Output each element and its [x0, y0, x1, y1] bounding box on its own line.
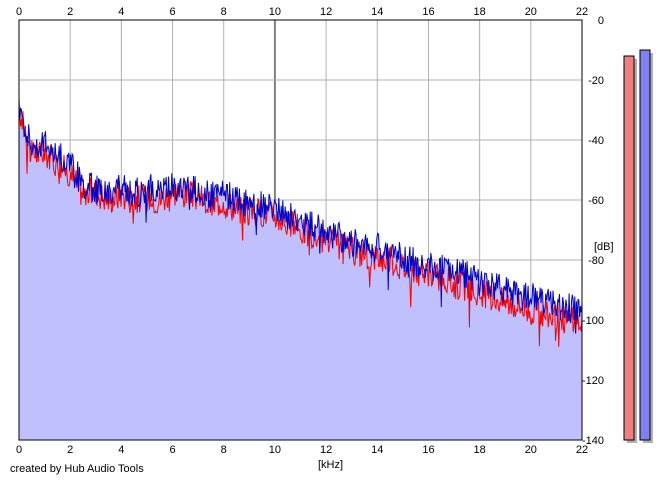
x-top-tick-label: 22: [576, 6, 588, 18]
x-top-tick-label: 4: [118, 6, 124, 18]
y-tick-label: -120: [582, 375, 604, 387]
x-bottom-tick-label: 22: [576, 444, 588, 456]
x-top-tick-label: 18: [474, 6, 486, 18]
x-bottom-tick-label: 6: [169, 444, 175, 456]
x-top-tick-label: 16: [422, 6, 434, 18]
y-tick-label: -60: [588, 195, 604, 207]
y-tick-label: -80: [588, 255, 604, 267]
spectrum-area: [19, 97, 582, 441]
y-axis-unit: [dB]: [594, 241, 614, 253]
y-tick-label: -40: [588, 135, 604, 147]
x-axis-unit: [kHz]: [318, 459, 343, 471]
x-top-tick-label: 12: [320, 6, 332, 18]
x-top-tick-label: 0: [16, 6, 22, 18]
x-bottom-tick-label: 2: [67, 444, 73, 456]
y-tick-label: -20: [588, 75, 604, 87]
x-top-tick-label: 8: [221, 6, 227, 18]
spectrum-fill: [19, 97, 582, 441]
bottom-axis-ticks: 0 2 4 6 8 10 12 14 16 18 20 22: [16, 444, 588, 456]
x-bottom-tick-label: 12: [320, 444, 332, 456]
x-bottom-tick-label: 10: [269, 444, 281, 456]
x-top-tick-label: 10: [269, 6, 281, 18]
x-bottom-tick-label: 16: [422, 444, 434, 456]
y-tick-label: -140: [582, 435, 604, 447]
x-top-tick-label: 6: [169, 6, 175, 18]
x-bottom-tick-label: 14: [371, 444, 383, 456]
x-top-tick-label: 20: [525, 6, 537, 18]
x-top-tick-label: 14: [371, 6, 383, 18]
top-axis-ticks: 0 2 4 6 8 10 12 14 16 18 20 22: [16, 6, 588, 18]
plot-frame: [18, 19, 583, 441]
y-tick-label: -100: [582, 315, 604, 327]
level-meter-1: [623, 55, 635, 441]
x-bottom-tick-label: 18: [474, 444, 486, 456]
level-meters: [623, 49, 653, 443]
credit-label: created by Hub Audio Tools: [10, 463, 144, 475]
x-bottom-tick-label: 4: [118, 444, 124, 456]
x-bottom-tick-label: 8: [221, 444, 227, 456]
x-top-tick-label: 2: [67, 6, 73, 18]
series-line-2: [18, 106, 583, 334]
y-axis-ticks: 0 -20 -40 -60 -80 -100 -120 -140: [582, 15, 604, 447]
x-bottom-tick-label: 20: [525, 444, 537, 456]
y-tick-label: 0: [598, 15, 604, 27]
x-bottom-tick-label: 0: [16, 444, 22, 456]
level-meter-2: [639, 49, 651, 441]
spectrum-lines: [18, 97, 583, 347]
